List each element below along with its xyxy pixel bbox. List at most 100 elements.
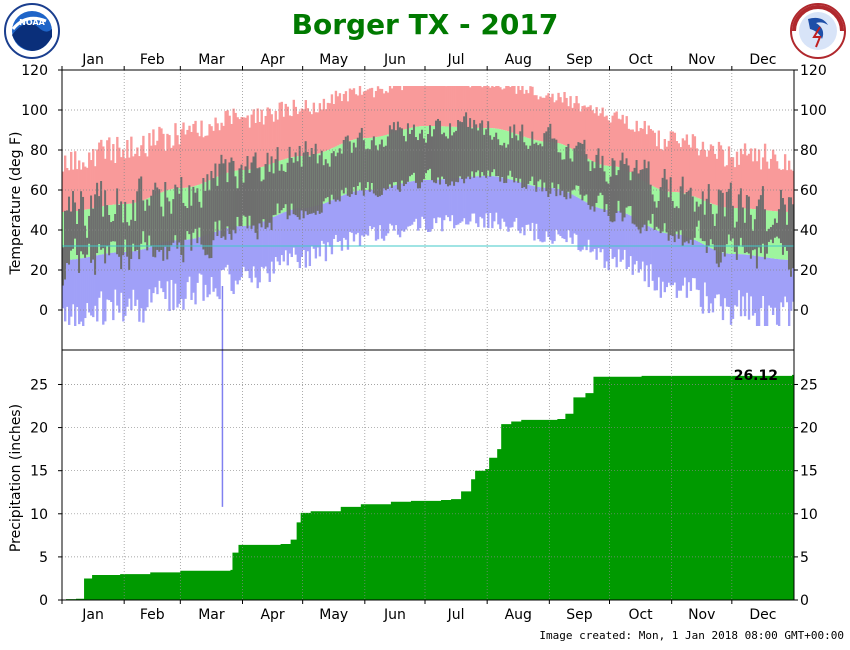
observed-temp-bar — [154, 182, 157, 258]
record-low-bar — [763, 257, 767, 326]
record-low-bar — [238, 226, 241, 281]
record-low-bar — [350, 192, 354, 233]
observed-temp-bar — [735, 221, 739, 260]
record-low-bar — [228, 227, 231, 275]
record-high-bar — [693, 136, 697, 197]
observed-temp-bar — [429, 125, 432, 169]
observed-temp-bar — [689, 187, 693, 240]
record-high-bar — [318, 103, 322, 154]
record-low-bar — [276, 215, 279, 262]
record-high-bar — [629, 129, 632, 173]
observed-temp-bar — [332, 151, 336, 200]
record-low-bar — [505, 178, 508, 227]
record-high-bar — [398, 86, 402, 131]
record-high-bar — [723, 166, 727, 208]
record-high-bar — [429, 86, 432, 127]
record-low-bar — [543, 187, 546, 242]
observed-temp-bar — [402, 135, 406, 187]
record-low-bar — [619, 211, 622, 262]
observed-temp-bar — [160, 206, 163, 250]
record-high-bar — [166, 133, 169, 191]
temperature-tick-label-left: 120 — [21, 63, 48, 79]
record-high-bar — [783, 154, 787, 212]
observed-temp-bar — [106, 205, 109, 246]
record-low-bar — [240, 226, 243, 278]
gridlines — [62, 70, 794, 600]
record-low-bar — [595, 207, 598, 260]
precipitation-tick-label-left: 25 — [30, 377, 48, 393]
observed-temp-bar — [220, 154, 223, 238]
record-low-bar — [328, 201, 332, 247]
observed-temp-bar — [777, 209, 781, 239]
record-high-bar — [176, 135, 179, 189]
record-high-bar — [254, 122, 257, 169]
record-high-bar — [683, 140, 687, 194]
observed-temp-bar — [619, 160, 622, 213]
record-high-bar — [757, 149, 761, 210]
record-high-bar — [469, 87, 472, 128]
record-low-bar — [429, 179, 432, 232]
record-high-bar — [212, 130, 215, 179]
observed-temp-bar — [290, 157, 293, 204]
record-low-bar — [404, 182, 408, 230]
month-label-top: Jun — [383, 52, 406, 68]
record-high-bar — [473, 86, 476, 128]
record-high-bar — [352, 88, 356, 140]
record-low-bar — [585, 202, 588, 251]
observed-temp-bar — [366, 148, 370, 183]
record-high-bar — [88, 152, 91, 210]
record-high-bar — [362, 91, 366, 139]
observed-temp-bar — [74, 202, 77, 239]
observed-temp-bar — [98, 196, 101, 245]
record-low-bar — [711, 249, 715, 313]
observed-temp-bar — [386, 136, 390, 189]
record-low-bar — [364, 190, 368, 235]
record-high-bar — [190, 131, 193, 187]
record-low-bar — [729, 253, 733, 325]
record-low-bar — [344, 194, 348, 240]
record-high-bar — [505, 86, 508, 131]
record-low-bar — [406, 182, 410, 227]
observed-temp-bar — [663, 168, 666, 224]
month-label-bottom: Jan — [81, 607, 104, 623]
record-high-bar — [72, 169, 75, 212]
record-low-bar — [709, 248, 713, 304]
record-low-bar — [150, 246, 153, 303]
month-label-top: Jul — [447, 52, 465, 68]
month-label-bottom: May — [319, 607, 348, 623]
record-low-bar — [122, 252, 125, 322]
observed-temp-bar — [435, 120, 438, 184]
record-low-bar — [156, 244, 159, 295]
record-low-bar — [739, 254, 743, 317]
record-high-bar — [284, 103, 287, 159]
observed-temp-bar — [781, 198, 785, 255]
record-low-bar — [653, 229, 656, 291]
record-low-bar — [611, 210, 614, 259]
record-high-bar — [366, 89, 370, 138]
record-high-bar — [559, 97, 562, 144]
observed-temp-bar — [577, 142, 580, 186]
observed-temp-bar — [479, 123, 482, 178]
record-high-bar — [222, 125, 225, 175]
temperature-tick-label-right: 80 — [800, 143, 818, 159]
record-low-bar — [288, 210, 291, 254]
record-high-bar — [603, 116, 606, 166]
observed-temp-bar — [651, 194, 654, 214]
record-low-bar — [326, 202, 330, 243]
record-low-bar — [226, 228, 229, 265]
record-high-bar — [106, 140, 109, 206]
observed-temp-bar — [286, 162, 289, 220]
record-low-bar — [469, 176, 472, 222]
observed-temp-bar — [410, 129, 414, 175]
record-high-bar — [767, 168, 771, 211]
record-high-bar — [98, 142, 101, 207]
record-high-bar — [479, 86, 482, 128]
record-low-bar — [703, 245, 707, 283]
observed-temp-bar — [152, 189, 155, 257]
observed-temp-bar — [206, 174, 209, 255]
observed-temp-bar — [679, 186, 683, 231]
record-low-bar — [453, 178, 456, 229]
record-high-bar — [735, 151, 739, 209]
observed-temp-bar — [104, 190, 107, 264]
record-high-bar — [673, 132, 677, 193]
